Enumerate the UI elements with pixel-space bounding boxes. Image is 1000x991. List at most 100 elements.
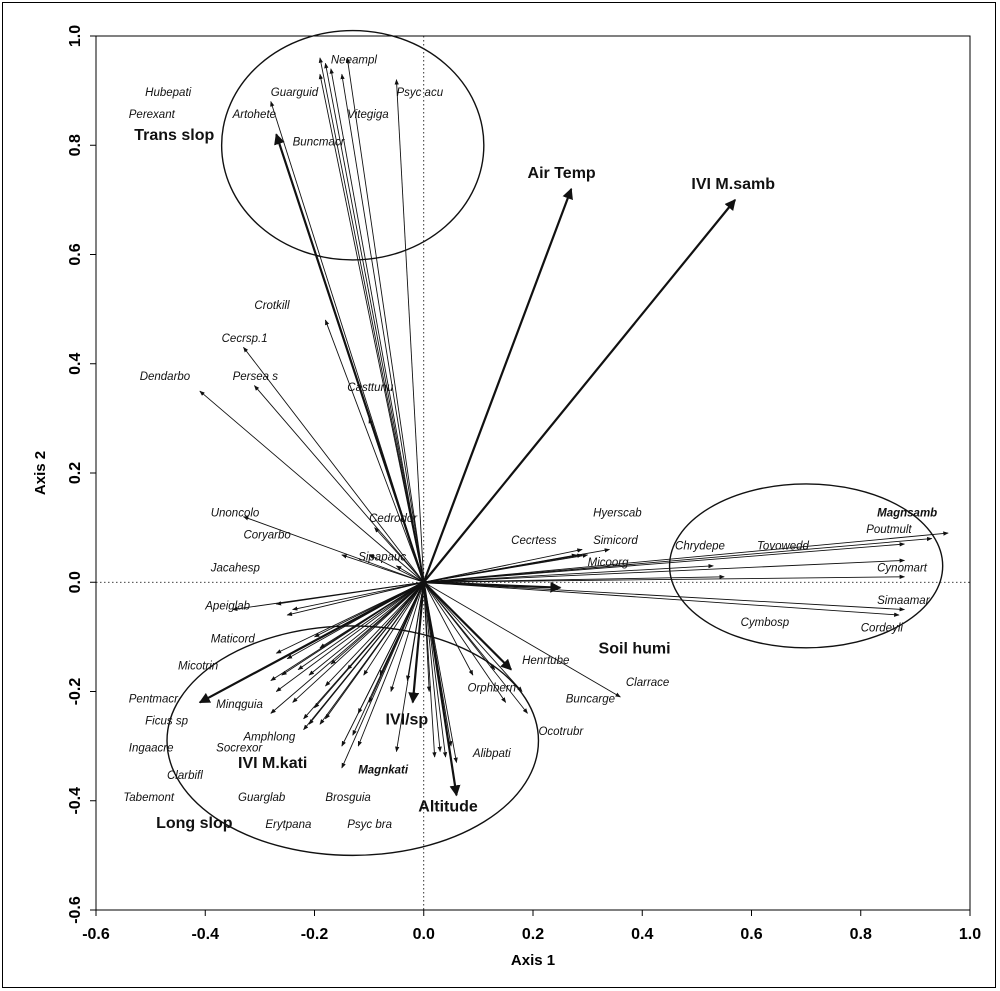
environmental-vector (422, 187, 573, 583)
x-axis-title: Axis 1 (511, 952, 555, 969)
species-label: Erytpana (265, 819, 311, 831)
environmental-vector (408, 582, 425, 704)
x-tick-label: 0.0 (413, 926, 435, 943)
species-vector (395, 582, 425, 753)
species-vector (341, 582, 425, 769)
vector-arrow (308, 581, 425, 676)
species-vector (254, 385, 425, 583)
species-label: Apeiglab (204, 601, 250, 613)
vector-arrow (390, 582, 425, 693)
species-vector (340, 73, 425, 583)
y-tick-label: -0.4 (67, 787, 84, 815)
species-label: Psyc bra (347, 819, 392, 831)
group-ellipse (166, 625, 540, 857)
species-label: Clarbifl (167, 770, 203, 782)
species-vector (423, 581, 621, 698)
species-vector (286, 581, 424, 616)
vector-arrow (325, 581, 425, 720)
species-vector (270, 581, 424, 681)
species-label: Magnsamb (877, 508, 937, 520)
species-vector (345, 57, 425, 583)
group-ellipses: Trans slop Soil humi Long slop (134, 29, 944, 857)
species-label: Cordeyli (861, 622, 904, 634)
species-label: Simicord (593, 535, 638, 547)
y-tick-label: -0.6 (67, 896, 84, 924)
species-label: Minqguia (216, 699, 263, 711)
species-label: Chrydepe (675, 540, 725, 552)
x-tick-label: 0.6 (740, 926, 762, 943)
species-vector (423, 582, 437, 758)
y-axis-title: Axis 2 (32, 451, 49, 495)
environmental-vector (274, 133, 425, 583)
species-vector (275, 581, 425, 692)
species-vector (270, 581, 425, 714)
x-tick-label: -0.2 (301, 926, 329, 943)
species-label: Artohete (232, 109, 276, 121)
species-label: Jacahesp (210, 562, 261, 574)
species-vector (423, 548, 583, 583)
environmental-vector-label: Altitude (418, 799, 478, 816)
species-label: Neeampl (331, 54, 377, 66)
species-label: Simaamar (877, 595, 931, 607)
environmental-vector (422, 581, 512, 671)
species-vector (292, 581, 425, 703)
vector-arrow (292, 581, 424, 611)
species-label: Henrtube (522, 655, 569, 667)
group-label: Soil humi (599, 640, 671, 657)
species-vector (242, 516, 424, 583)
species-label: Cynomart (877, 562, 928, 574)
x-tick-label: 0.4 (631, 926, 653, 943)
species-label: Micotrin (178, 661, 218, 673)
vector-arrow (423, 582, 442, 753)
species-vector (318, 57, 425, 583)
species-vector (308, 581, 425, 725)
species-label: Crotkill (254, 300, 290, 312)
species-label: Pentmacr (129, 693, 179, 705)
species-vector (303, 581, 425, 720)
species-vector (341, 554, 424, 583)
species-label: Sipapauc (358, 551, 406, 563)
environmental-vector-label: IVI M.samb (691, 176, 775, 193)
y-tick-label: 0.2 (67, 462, 84, 484)
environmental-vector-label: Air Temp (528, 165, 596, 182)
species-vectors (199, 57, 949, 769)
species-label: Cecrtess (511, 535, 557, 547)
species-vector (423, 542, 905, 583)
vector-arrow (423, 582, 474, 676)
species-label: Cedrodor (369, 513, 418, 525)
species-label: Hyerscab (593, 508, 642, 520)
species-vector (275, 581, 424, 654)
species-label: Dendarbo (140, 371, 191, 383)
species-label: Psyc acu (396, 87, 443, 99)
species-label: Buncmacr (293, 136, 346, 148)
species-label: Socrexor (216, 743, 263, 755)
species-vector (423, 536, 933, 583)
y-tick-label: 1.0 (67, 25, 84, 47)
species-label: Micoorg (588, 557, 630, 569)
species-vector (394, 79, 425, 583)
environmental-vectors: Air Temp IVI M.samb Altitude IVI/sp IVI M.ka… (198, 133, 775, 816)
group-label: Long slop (156, 815, 233, 832)
environmental-vector (422, 199, 736, 583)
y-tick-label: 0.8 (67, 134, 84, 156)
y-tick-label: 0.4 (67, 353, 84, 375)
species-vector (318, 73, 425, 583)
species-vector (374, 527, 425, 583)
x-tick-label: -0.6 (82, 926, 110, 943)
species-vector (199, 390, 425, 583)
species-vector (423, 531, 949, 583)
environmental-vector (198, 581, 425, 704)
environmental-vector (423, 581, 562, 593)
y-tick-label: 0.0 (67, 571, 84, 593)
species-label: Maticord (211, 633, 256, 645)
species-label: Ingaacre (129, 743, 174, 755)
species-label: Coryarbo (243, 530, 291, 542)
x-tick-label: 0.2 (522, 926, 544, 943)
species-label: Unoncolo (211, 508, 260, 520)
vector-arrow (325, 581, 425, 687)
species-label: Orphbern (467, 683, 516, 695)
group-label: Trans slop (134, 127, 214, 144)
species-label: Alibpati (472, 748, 511, 760)
